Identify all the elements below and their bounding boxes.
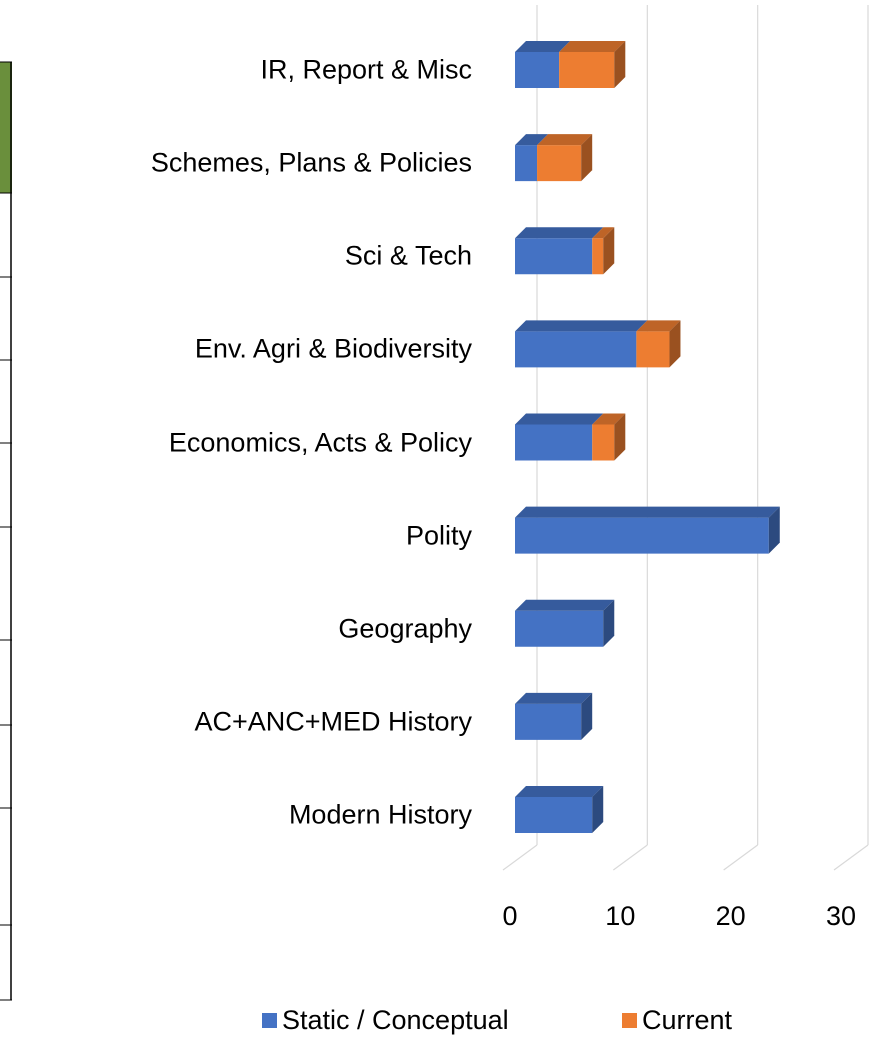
- bar-side-face: [581, 692, 593, 740]
- x-tick-label: 0: [502, 901, 517, 931]
- bar-side-face: [614, 41, 626, 88]
- bar-segment: [515, 238, 593, 275]
- floor-grid-line: [833, 844, 869, 871]
- legend-swatch: [622, 1013, 637, 1028]
- x-tick-label: 30: [826, 901, 856, 931]
- bar-top-face: [515, 227, 604, 239]
- bar-top-face: [515, 320, 648, 332]
- category-label: IR, Report & Misc: [260, 54, 472, 85]
- bar-segment: [515, 517, 769, 554]
- bar-side-face: [603, 227, 615, 275]
- bar-top-face: [559, 41, 626, 52]
- bar-top-face: [515, 413, 604, 425]
- bar-side-face: [603, 599, 615, 647]
- bar-segment: [515, 797, 593, 833]
- bar-side-face: [592, 786, 604, 833]
- bar-top-face: [515, 134, 549, 146]
- bar-top-face: [515, 786, 604, 797]
- table-header-cell: [0, 62, 12, 193]
- bar-top-face: [515, 41, 571, 52]
- bar-segment: [515, 610, 604, 647]
- bar-side-face: [669, 320, 681, 368]
- category-label: Economics, Acts & Policy: [168, 427, 472, 457]
- legend-label: Current: [642, 1005, 733, 1035]
- x-tick-label: 20: [716, 901, 746, 931]
- category-label: Polity: [405, 520, 472, 551]
- category-label: Schemes, Plans & Policies: [150, 147, 472, 178]
- bar-segment: [592, 238, 604, 275]
- bar-top-face: [537, 134, 593, 146]
- bar-segment: [537, 145, 582, 182]
- bar-segment: [515, 145, 538, 182]
- bar-segment: [515, 331, 637, 368]
- legend-label: Static / Conceptual: [282, 1005, 509, 1035]
- bar-top-face: [515, 506, 780, 518]
- bar-segment: [592, 424, 615, 461]
- category-label: Sci & Tech: [344, 240, 472, 271]
- bar-top-face: [515, 599, 615, 611]
- legend-swatch: [262, 1013, 277, 1028]
- bar-segment: [515, 424, 593, 461]
- category-label: Geography: [338, 613, 472, 644]
- bar-side-face: [614, 413, 626, 461]
- side-table: [0, 61, 12, 1001]
- bar-top-face: [515, 692, 593, 704]
- bar-side-face: [581, 134, 593, 182]
- x-tick-label: 10: [605, 901, 635, 931]
- floor-grid-line: [502, 844, 538, 871]
- bar-top-face: [636, 320, 681, 332]
- bar-segment: [559, 52, 615, 88]
- floor-grid-line: [612, 844, 648, 871]
- category-label: Env. Agri & Biodiversity: [194, 333, 472, 364]
- bar-segment: [515, 52, 560, 88]
- floor-grid-line: [723, 844, 759, 871]
- category-label: AC+ANC+MED History: [194, 706, 472, 737]
- bar-segment: [515, 703, 582, 740]
- bar-segment: [636, 331, 670, 368]
- category-label: Modern History: [288, 799, 472, 830]
- bar-top-face: [592, 413, 626, 425]
- bar-top-face: [592, 227, 615, 239]
- bar-side-face: [768, 506, 780, 554]
